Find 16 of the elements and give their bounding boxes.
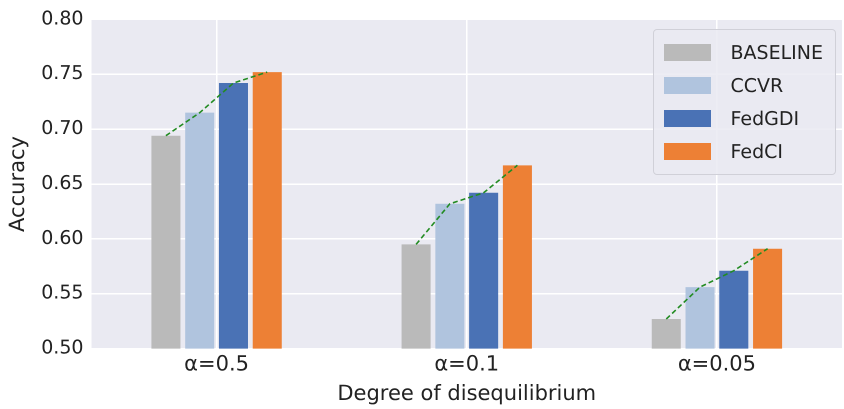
legend-label: FedCI [730, 140, 783, 163]
y-tick-label: 0.70 [41, 117, 84, 140]
y-tick-label: 0.65 [41, 172, 84, 194]
legend-label: CCVR [730, 74, 784, 97]
y-tick-label: 0.60 [41, 226, 84, 249]
legend-label: FedGDI [730, 108, 800, 130]
x-tick-label: α=0.05 [678, 352, 756, 376]
y-tick-label: 0.55 [41, 282, 84, 304]
x-axis-title: Degree of disequilibrium [337, 380, 596, 405]
y-tick-label: 0.50 [41, 336, 84, 359]
y-tick-label: 0.80 [41, 7, 84, 30]
legend-label: BASELINE [730, 42, 823, 64]
x-tick-label: α=0.1 [434, 352, 500, 376]
x-tick-label: α=0.5 [184, 352, 250, 376]
y-axis-title: Accuracy [5, 136, 30, 232]
y-tick-label: 0.75 [41, 62, 84, 84]
